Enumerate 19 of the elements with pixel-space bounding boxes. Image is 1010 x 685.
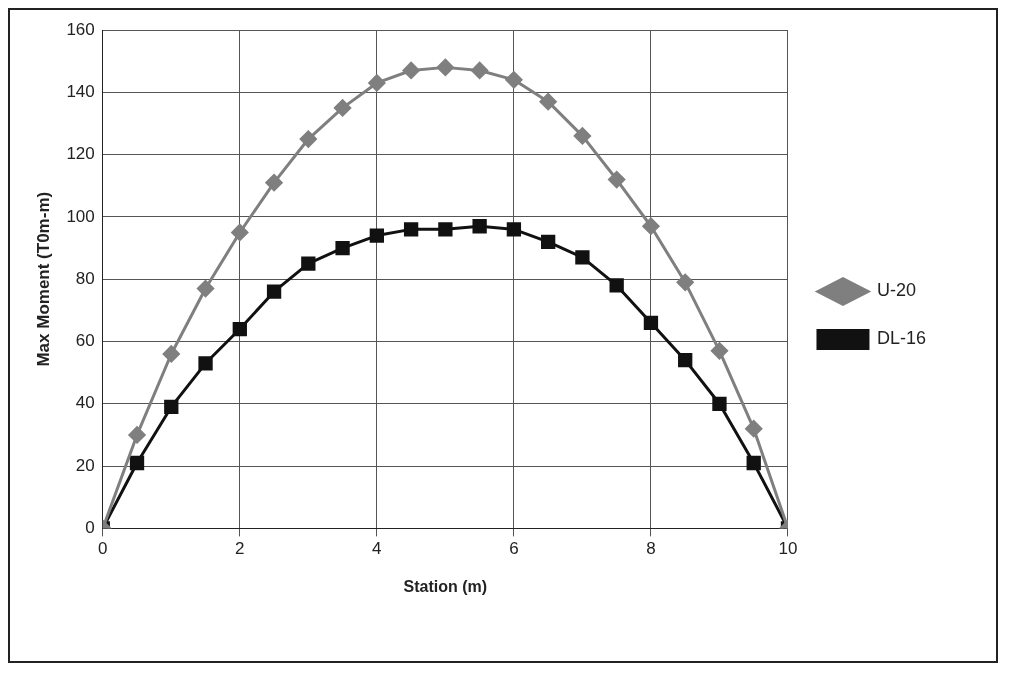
y-tick-label: 40 bbox=[75, 393, 95, 413]
y-tick-label: 0 bbox=[85, 518, 95, 538]
x-tick-label: 10 bbox=[778, 539, 798, 559]
x-axis-title: Station (m) bbox=[403, 577, 488, 595]
y-tick-label: 80 bbox=[75, 268, 95, 288]
legend-label: DL-16 bbox=[876, 328, 927, 349]
y-axis-title: Max Moment (T0m-m) bbox=[33, 191, 53, 367]
y-tick-label: 120 bbox=[66, 144, 95, 164]
y-tick-label: 160 bbox=[66, 19, 95, 39]
x-tick-label: 0 bbox=[98, 539, 108, 559]
y-tick-label: 60 bbox=[75, 331, 95, 351]
legend-label: U-20 bbox=[876, 280, 916, 301]
y-tick-label: 140 bbox=[66, 81, 95, 101]
y-tick-label: 20 bbox=[75, 455, 95, 475]
x-tick-label: 2 bbox=[235, 539, 245, 559]
x-tick-label: 4 bbox=[372, 539, 382, 559]
x-tick-label: 6 bbox=[509, 539, 519, 559]
y-tick-label: 100 bbox=[66, 206, 95, 226]
x-tick-label: 8 bbox=[646, 539, 656, 559]
